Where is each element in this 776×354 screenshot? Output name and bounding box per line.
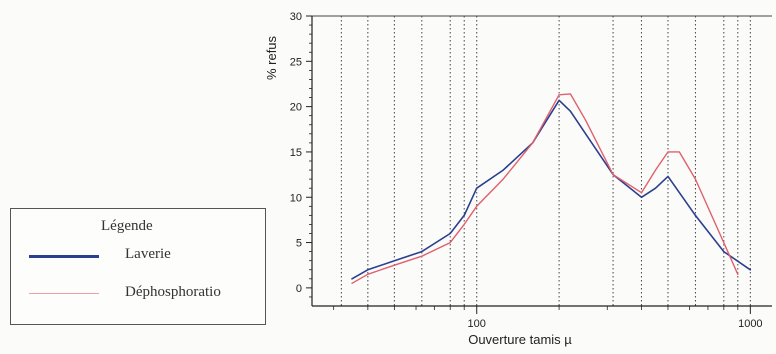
- legend-swatch-laverie: [29, 255, 99, 258]
- legend-label-laverie: Laverie: [125, 246, 171, 262]
- legend-label-dephosphoratio: Déphosphoratio: [125, 284, 221, 300]
- y-axis-title: % refus: [264, 35, 279, 80]
- series-layer: [351, 93, 752, 284]
- legend-swatch-dephosphoratio: [29, 293, 99, 294]
- grid-layer: [340, 16, 751, 306]
- x-axis-title: Ouverture tamis µ: [468, 332, 572, 347]
- series-line-laverie: [351, 99, 752, 280]
- legend-item-dephosphoratio: Déphosphoratio: [11, 284, 265, 304]
- y-tick-label-15: 15: [290, 147, 302, 159]
- y-tick-label-20: 20: [290, 102, 302, 114]
- legend-item-laverie: Laverie: [11, 246, 265, 266]
- y-tick-label-0: 0: [296, 283, 302, 295]
- x-tick-label-1000: 1000: [738, 318, 762, 330]
- y-tick-label-5: 5: [296, 238, 302, 250]
- legend-title: Légende: [101, 218, 153, 234]
- legend: Légende Laverie Déphosphoratio: [10, 208, 266, 325]
- axes-layer: 0 5 10 15 20 25 30 100 1000: [290, 11, 772, 330]
- series-line-dephosphoratio: [351, 93, 739, 284]
- y-tick-label-25: 25: [290, 56, 302, 68]
- y-tick-label-10: 10: [290, 192, 302, 204]
- y-tick-label-30: 30: [290, 11, 302, 23]
- x-tick-label-100: 100: [468, 318, 486, 330]
